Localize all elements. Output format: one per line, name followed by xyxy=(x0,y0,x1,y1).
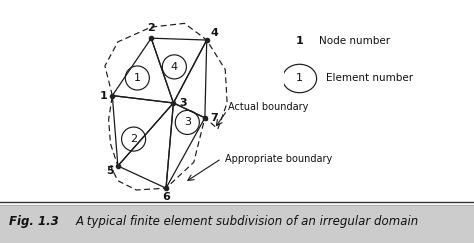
Text: 7: 7 xyxy=(210,113,218,123)
Text: 3: 3 xyxy=(184,117,191,127)
Text: Actual boundary: Actual boundary xyxy=(228,102,309,112)
Text: 1: 1 xyxy=(99,91,107,101)
Text: 1: 1 xyxy=(296,35,303,46)
Text: 2: 2 xyxy=(130,134,137,144)
Text: 4: 4 xyxy=(171,62,178,72)
Text: Appropriate boundary: Appropriate boundary xyxy=(225,154,332,164)
Text: 3: 3 xyxy=(179,98,186,108)
Text: 5: 5 xyxy=(107,166,114,176)
Text: Node number: Node number xyxy=(319,35,390,46)
Text: Element number: Element number xyxy=(326,73,413,84)
Text: 4: 4 xyxy=(210,28,218,38)
Text: 2: 2 xyxy=(147,23,155,33)
Text: 6: 6 xyxy=(162,192,170,202)
Text: Fig. 1.3: Fig. 1.3 xyxy=(9,215,59,228)
Text: A typical finite element subdivision of an irregular domain: A typical finite element subdivision of … xyxy=(76,215,419,228)
Text: 1: 1 xyxy=(134,73,141,83)
Text: 1: 1 xyxy=(296,73,303,84)
